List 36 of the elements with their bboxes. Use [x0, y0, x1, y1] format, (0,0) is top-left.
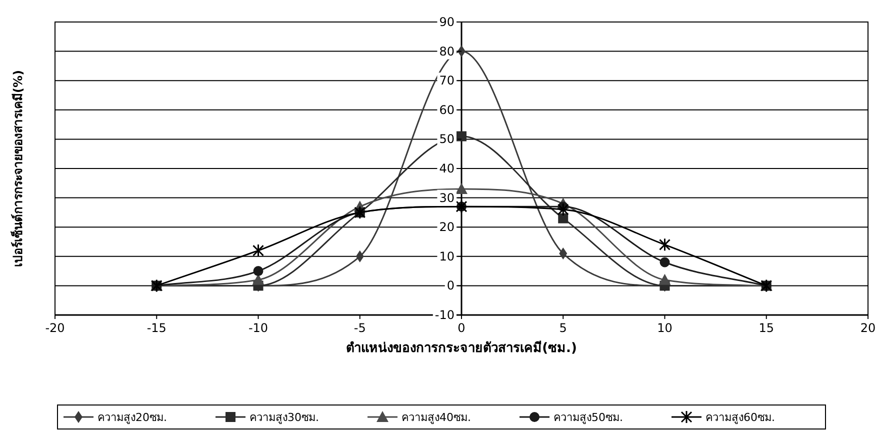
- legend-label: ความสูง40ซม.: [402, 411, 471, 424]
- x-tick-label: -15: [146, 321, 166, 335]
- x-axis-title: ตำแหน่งของการกระจายตัวสารเคมี(ซม.): [346, 340, 577, 356]
- legend-label: ความสูง50ซม.: [554, 411, 623, 424]
- legend-label: ความสูง20ซม.: [98, 411, 167, 424]
- y-tick-label: 60: [439, 102, 454, 117]
- x-tick-label: 15: [758, 321, 774, 335]
- point: [252, 244, 264, 258]
- x-tick-label: -10: [248, 321, 268, 335]
- y-tick-label: 10: [439, 249, 454, 264]
- point: [456, 183, 468, 194]
- legend-label: ความสูง60ซม.: [706, 411, 775, 424]
- y-tick-label: 40: [439, 162, 454, 176]
- legend-label: ความสูง30ซม.: [250, 411, 319, 424]
- x-tick-label: -20: [45, 321, 65, 335]
- point: [558, 213, 568, 224]
- point: [253, 266, 264, 276]
- y-axis-title: เปอร์เซ็นต์การกระจายของสารเคมี(%): [10, 70, 25, 267]
- point: [456, 131, 466, 142]
- point: [660, 257, 670, 268]
- y-tick-label: 70: [439, 74, 454, 88]
- x-tick-label: -5: [354, 321, 366, 335]
- x-tick-label: 5: [559, 321, 567, 335]
- y-tick-label: 0: [446, 278, 454, 293]
- x-tick-label: 10: [657, 321, 672, 335]
- y-tick-label: 80: [439, 44, 454, 58]
- x-tick-label: 20: [860, 321, 876, 335]
- y-tick-label: 50: [439, 132, 454, 146]
- y-tick-label: 30: [439, 190, 454, 205]
- y-tick-label: 90: [439, 15, 454, 29]
- y-tick-label: -10: [434, 308, 454, 322]
- point: [659, 238, 670, 252]
- x-tick-label: 0: [458, 321, 466, 335]
- point: [557, 202, 569, 216]
- y-tick-label: 20: [439, 220, 454, 234]
- point: [658, 274, 671, 285]
